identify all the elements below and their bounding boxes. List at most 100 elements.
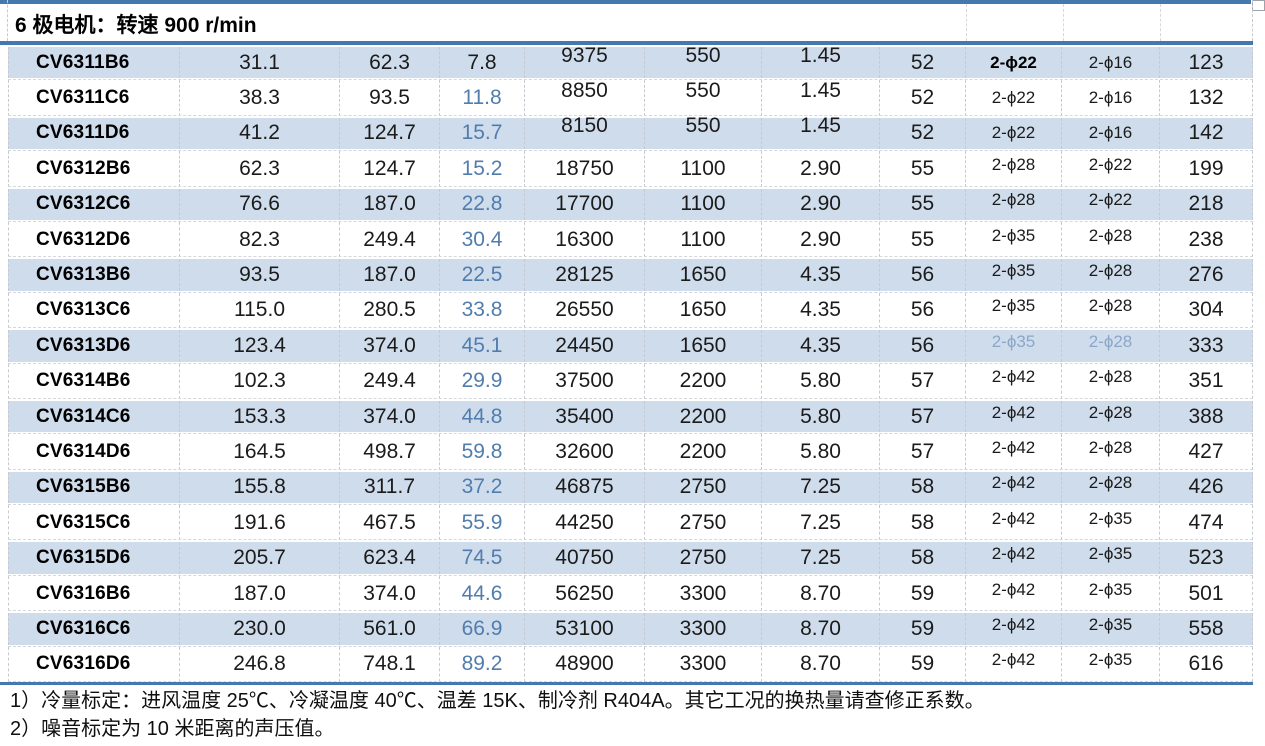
value-cell: 2-ϕ22 xyxy=(966,47,1062,79)
value-cell: 58 xyxy=(880,505,966,541)
value-cell: 44.6 xyxy=(440,575,525,612)
model-cell: CV6312B6 xyxy=(8,151,180,187)
value-cell: 388 xyxy=(1160,400,1253,433)
value-cell: 550 xyxy=(645,114,762,150)
model-cell: CV6316B6 xyxy=(8,575,180,612)
value-cell: 22.5 xyxy=(440,259,525,291)
value-cell: 155.8 xyxy=(180,471,340,504)
value-cell: 2-ϕ42 xyxy=(966,575,1062,612)
value-cell: 2-ϕ28 xyxy=(1062,434,1160,470)
value-cell: 15.2 xyxy=(440,151,525,187)
value-cell: 616 xyxy=(1160,646,1253,683)
value-cell: 2-ϕ28 xyxy=(1062,221,1160,258)
table-row: CV6315B6 155.8 311.7 37.2 46875 2750 7.25 58 2-ϕ… xyxy=(8,470,1253,506)
value-cell: 123.4 xyxy=(180,330,340,362)
value-cell: 17700 xyxy=(525,188,645,220)
value-cell: 7.25 xyxy=(762,471,880,504)
value-cell: 2-ϕ35 xyxy=(1062,505,1160,541)
value-cell: 2-ϕ16 xyxy=(1062,117,1160,150)
footnotes: 1）冷量标定：进风温度 25℃、冷凝温度 40℃、温差 15K、制冷剂 R404… xyxy=(10,687,985,743)
value-cell: 1.45 xyxy=(762,44,880,79)
table-row: CV6312D6 82.3 249.4 30.4 16300 1100 2.90 55 2-ϕ3… xyxy=(8,221,1253,258)
value-cell: 2200 xyxy=(645,363,762,399)
value-cell: 56 xyxy=(880,292,966,329)
model-cell: CV6314C6 xyxy=(8,400,180,433)
table-row: CV6313B6 93.5 187.0 22.5 28125 1650 4.35 56 2-ϕ3… xyxy=(8,257,1253,294)
value-cell: 2-ϕ35 xyxy=(966,330,1062,362)
value-cell: 15.7 xyxy=(440,117,525,150)
value-cell: 501 xyxy=(1160,575,1253,612)
value-cell: 2-ϕ16 xyxy=(1062,80,1160,116)
value-cell: 2-ϕ16 xyxy=(1062,47,1160,79)
value-cell: 89.2 xyxy=(440,646,525,683)
value-cell: 1650 xyxy=(645,330,762,362)
value-cell: 467.5 xyxy=(340,505,440,541)
value-cell: 187.0 xyxy=(340,188,440,220)
value-cell: 132 xyxy=(1160,80,1253,116)
value-cell: 56 xyxy=(880,259,966,291)
value-cell: 46875 xyxy=(525,471,645,504)
value-cell: 52 xyxy=(880,80,966,116)
value-cell: 57 xyxy=(880,363,966,399)
value-cell: 55 xyxy=(880,188,966,220)
value-cell: 29.9 xyxy=(440,363,525,399)
value-cell: 123 xyxy=(1160,47,1253,79)
value-cell: 304 xyxy=(1160,292,1253,329)
model-cell: CV6313B6 xyxy=(8,259,180,291)
table-row: CV6316B6 187.0 374.0 44.6 56250 3300 8.70 59 2-ϕ… xyxy=(8,575,1253,612)
table-row: CV6311D6 41.2 124.7 15.7 8150 550 1.45 52 2-ϕ22 2… xyxy=(8,114,1253,152)
value-cell: 33.8 xyxy=(440,292,525,329)
value-cell: 38.3 xyxy=(180,80,340,116)
value-cell: 66.9 xyxy=(440,613,525,645)
model-cell: CV6312D6 xyxy=(8,221,180,258)
value-cell: 2-ϕ42 xyxy=(966,434,1062,470)
value-cell: 3300 xyxy=(645,575,762,612)
value-cell: 1650 xyxy=(645,259,762,291)
value-cell: 40750 xyxy=(525,542,645,574)
value-cell: 37500 xyxy=(525,363,645,399)
value-cell: 2-ϕ28 xyxy=(966,151,1062,187)
value-cell: 48900 xyxy=(525,646,645,683)
value-cell: 52 xyxy=(880,47,966,79)
value-cell: 1650 xyxy=(645,292,762,329)
value-cell: 58 xyxy=(880,542,966,574)
model-cell: CV6311B6 xyxy=(8,47,180,79)
table-row: CV6314D6 164.5 498.7 59.8 32600 2200 5.80 57 2-ϕ… xyxy=(8,434,1253,471)
value-cell: 187.0 xyxy=(180,575,340,612)
value-cell: 2-ϕ42 xyxy=(966,613,1062,645)
value-cell: 2.90 xyxy=(762,151,880,187)
value-cell: 41.2 xyxy=(180,117,340,150)
corner-cell-fragment xyxy=(1252,0,1265,11)
value-cell: 280.5 xyxy=(340,292,440,329)
value-cell: 37.2 xyxy=(440,471,525,504)
value-cell: 8.70 xyxy=(762,613,880,645)
value-cell: 56 xyxy=(880,330,966,362)
value-cell: 2-ϕ28 xyxy=(1062,400,1160,433)
value-cell: 53100 xyxy=(525,613,645,645)
value-cell: 2750 xyxy=(645,471,762,504)
model-cell: CV6313D6 xyxy=(8,330,180,362)
value-cell: 561.0 xyxy=(340,613,440,645)
value-cell: 4.35 xyxy=(762,259,880,291)
value-cell: 153.3 xyxy=(180,400,340,433)
model-cell: CV6312C6 xyxy=(8,188,180,220)
value-cell: 550 xyxy=(645,79,762,116)
value-cell: 2-ϕ28 xyxy=(1062,292,1160,329)
value-cell: 8.70 xyxy=(762,575,880,612)
value-cell: 2-ϕ28 xyxy=(1062,259,1160,291)
value-cell: 351 xyxy=(1160,363,1253,399)
value-cell: 44250 xyxy=(525,505,645,541)
value-cell: 2-ϕ42 xyxy=(966,400,1062,433)
value-cell: 5.80 xyxy=(762,400,880,433)
value-cell: 2750 xyxy=(645,505,762,541)
header-separator-rule xyxy=(0,41,1253,45)
value-cell: 1.45 xyxy=(762,79,880,116)
value-cell: 238 xyxy=(1160,221,1253,258)
value-cell: 164.5 xyxy=(180,434,340,470)
table-row: CV6316D6 246.8 748.1 89.2 48900 3300 8.70 59 2-ϕ… xyxy=(8,646,1253,683)
value-cell: 2-ϕ42 xyxy=(966,363,1062,399)
value-cell: 35400 xyxy=(525,400,645,433)
table-row: CV6311C6 38.3 93.5 11.8 8850 550 1.45 52 2-ϕ22 2-… xyxy=(8,79,1253,117)
value-cell: 59 xyxy=(880,575,966,612)
value-cell: 2-ϕ28 xyxy=(1062,330,1160,362)
